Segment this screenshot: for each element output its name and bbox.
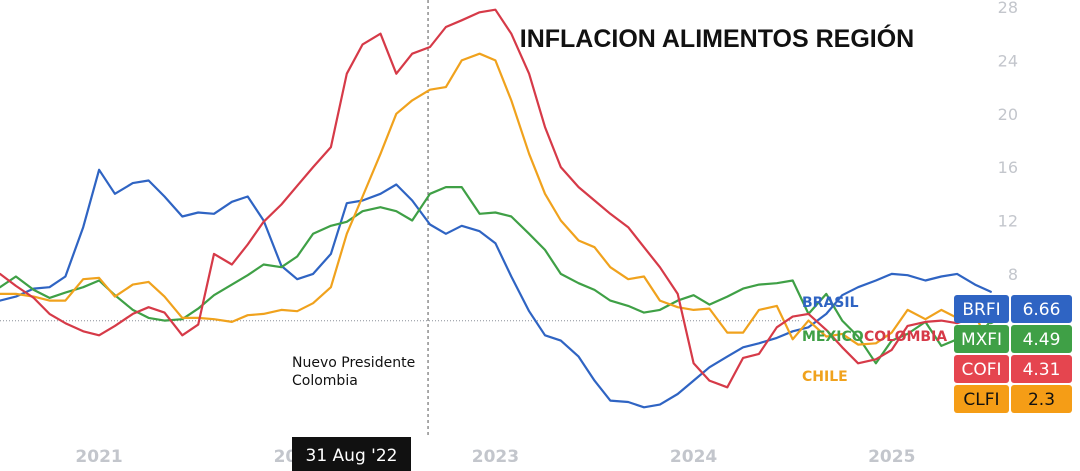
series-line-brasil [0, 168, 992, 409]
badge-value-clfi: 2.3 [1028, 390, 1055, 410]
cursor-date-label: 31 Aug '22 [292, 437, 411, 471]
badge-ticker-brfi: BRFI [962, 300, 1000, 320]
x-tick-label: 2025 [868, 447, 915, 467]
y-tick-label: 20 [998, 105, 1018, 124]
y-tick-label: 12 [998, 212, 1018, 231]
x-axis: 20212022202320242025 [75, 447, 915, 467]
x-tick-label: 2021 [75, 447, 122, 467]
series-layer [0, 8, 995, 409]
badge-value-cofi: 4.31 [1023, 360, 1061, 380]
y-tick-label: 28 [998, 0, 1018, 17]
series-line-chile [0, 52, 992, 351]
y-tick-label: 8 [1008, 265, 1018, 284]
annotation-line-1: Nuevo Presidente [292, 355, 415, 371]
x-tick-label: 2023 [472, 447, 519, 467]
badge-cofi: COFI 4.31 [954, 355, 1072, 383]
series-label-chile: CHILE [802, 369, 848, 385]
x-tick-label: 2024 [670, 447, 717, 467]
series-label-colombia: COLOMBIA [864, 329, 947, 345]
series-line-mexico [0, 186, 992, 365]
chart-title: INFLACION ALIMENTOS REGIÓN [520, 23, 914, 53]
badge-value-brfi: 6.66 [1023, 300, 1061, 320]
series-line-colombia [0, 8, 992, 389]
badge-mxfi: MXFI 4.49 [954, 325, 1072, 353]
series-label-brasil: BRASIL [802, 295, 859, 311]
series-label-mexico: MEXICO [802, 329, 864, 345]
price-badges: BRFI 6.66 MXFI 4.49 COFI 4.31 CLFI 2.3 [954, 295, 1072, 413]
y-tick-label: 24 [998, 51, 1018, 70]
badge-ticker-cofi: COFI [961, 360, 1001, 380]
y-tick-label: 16 [998, 158, 1018, 177]
badge-ticker-mxfi: MXFI [961, 330, 1002, 350]
y-axis: 8 12 16 20 24 28 [998, 0, 1018, 284]
cursor-date-text: 31 Aug '22 [306, 446, 398, 466]
annotation-line-2: Colombia [292, 373, 358, 389]
badge-ticker-clfi: CLFI [963, 390, 999, 410]
badge-value-mxfi: 4.49 [1023, 330, 1061, 350]
badge-brfi: BRFI 6.66 [954, 295, 1072, 323]
badge-clfi: CLFI 2.3 [954, 385, 1072, 413]
